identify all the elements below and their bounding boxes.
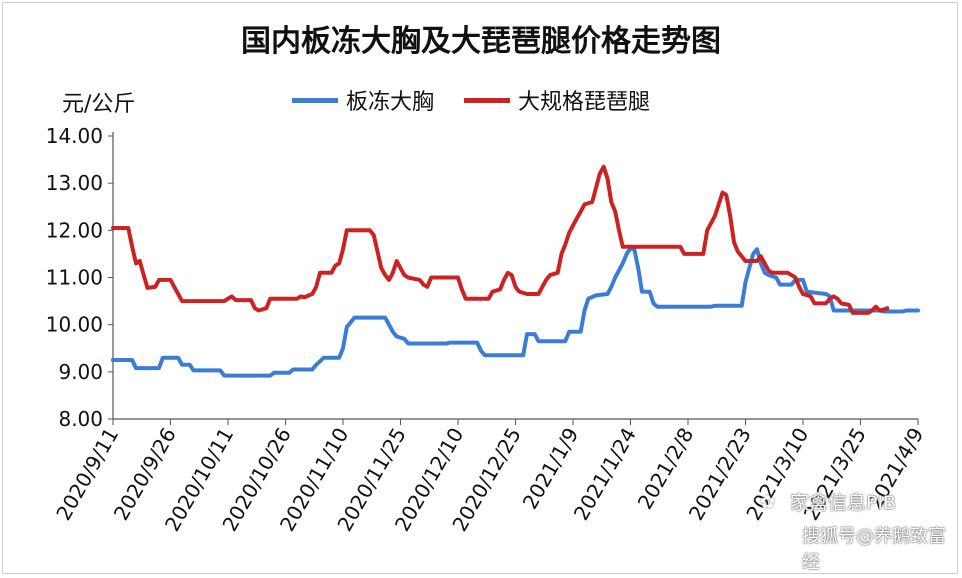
y-axis-unit: 元/公斤: [62, 92, 136, 117]
y-tick-label: 9.00: [58, 360, 103, 384]
y-tick-label: 12.00: [46, 218, 103, 242]
y-tick-label: 13.00: [46, 171, 103, 195]
legend-swatch-breast: [292, 97, 338, 103]
legend-label-drumstick: 大规格琵琶腿: [518, 90, 651, 115]
wechat-icon: ✿: [760, 492, 776, 513]
legend-label-breast: 板冻大胸: [346, 90, 435, 115]
x-tick-label: 2021/2/8: [633, 424, 699, 514]
series-line-drumstick: [111, 164, 890, 315]
y-tick-label: 8.00: [58, 407, 103, 431]
watermark-platform: 搜狐号@养鹅致富经: [802, 526, 946, 573]
watermark-account: 家禽信息PIB: [790, 492, 897, 514]
y-tick-label: 14.00: [46, 124, 103, 148]
series-line-breast: [111, 246, 920, 378]
legend-item-breast: 板冻大胸: [292, 84, 434, 116]
x-tick-label: 2021/1/9: [518, 424, 584, 514]
legend-swatch-drumstick: [464, 97, 510, 103]
legend-item-drumstick: 大规格琵琶腿: [464, 84, 650, 116]
y-tick-label: 10.00: [46, 313, 103, 337]
y-tick-label: 11.00: [46, 266, 103, 290]
chart-title: 国内板冻大胸及大琵琶腿价格走势图: [241, 24, 721, 59]
